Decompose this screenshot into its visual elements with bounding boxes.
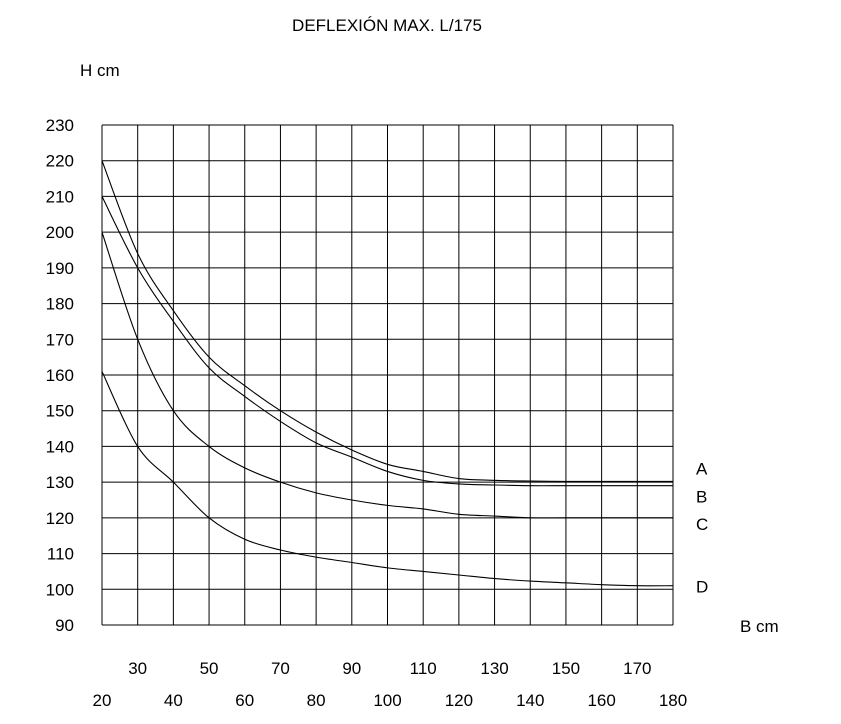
y-tick-label-230: 230 bbox=[46, 116, 74, 135]
x-tick-label-100: 100 bbox=[373, 691, 401, 710]
x-tick-label-60: 60 bbox=[235, 691, 254, 710]
x-tick-label-50: 50 bbox=[200, 659, 219, 678]
y-tick-label-170: 170 bbox=[46, 330, 74, 349]
curves bbox=[101, 160, 674, 587]
y-tick-label-100: 100 bbox=[46, 580, 74, 599]
series-line-c bbox=[101, 231, 673, 519]
x-tick-label-120: 120 bbox=[445, 691, 473, 710]
x-tick-label-70: 70 bbox=[271, 659, 290, 678]
x-tick-label-110: 110 bbox=[410, 659, 437, 678]
x-tick-label-90: 90 bbox=[342, 659, 361, 678]
x-tick-label-20: 20 bbox=[93, 691, 112, 710]
chart-title: DEFLEXIÓN MAX. L/175 bbox=[292, 16, 482, 35]
y-tick-label-180: 180 bbox=[46, 295, 74, 314]
y-tick-label-160: 160 bbox=[46, 366, 74, 385]
series-label-c: C bbox=[696, 515, 708, 534]
series-label-b: B bbox=[696, 488, 707, 507]
grid bbox=[101, 124, 674, 626]
y-tick-labels: 90 100 110 120 130 140 150 160 170 180 190 200 210 22… bbox=[46, 116, 74, 635]
x-tick-label-180: 180 bbox=[659, 691, 687, 710]
y-tick-label-90: 90 bbox=[55, 616, 74, 635]
series-labels: ABC D bbox=[696, 459, 708, 596]
y-tick-label-120: 120 bbox=[46, 509, 74, 528]
y-tick-label-130: 130 bbox=[46, 473, 74, 492]
y-tick-label-220: 220 bbox=[46, 152, 74, 171]
y-axis-label: H cm bbox=[80, 61, 120, 80]
x-tick-label-40: 40 bbox=[164, 691, 183, 710]
x-tick-label-30: 30 bbox=[128, 659, 147, 678]
y-tick-label-200: 200 bbox=[46, 223, 74, 242]
series-line-d bbox=[101, 371, 674, 587]
x-axis-label: B cm bbox=[740, 617, 779, 636]
y-tick-label-150: 150 bbox=[46, 402, 74, 421]
y-tick-label-140: 140 bbox=[46, 437, 74, 456]
x-tick-label-130: 130 bbox=[480, 659, 508, 678]
y-tick-label-190: 190 bbox=[46, 259, 74, 278]
y-tick-label-210: 210 bbox=[46, 187, 74, 206]
y-tick-label-110: 110 bbox=[47, 545, 74, 564]
series-line-b bbox=[101, 196, 673, 487]
x-tick-label-140: 140 bbox=[516, 691, 544, 710]
x-tick-label-160: 160 bbox=[587, 691, 615, 710]
series-label-a: A bbox=[696, 459, 708, 478]
x-tick-label-150: 150 bbox=[552, 659, 580, 678]
x-tick-labels: 30 50 70 90 110 130 150 170 20 40 60 80 100 120 140 160… bbox=[93, 659, 688, 710]
series-label-d: D bbox=[696, 578, 708, 597]
x-tick-label-170: 170 bbox=[623, 659, 651, 678]
x-tick-label-80: 80 bbox=[307, 691, 326, 710]
series-line-a bbox=[101, 160, 673, 483]
